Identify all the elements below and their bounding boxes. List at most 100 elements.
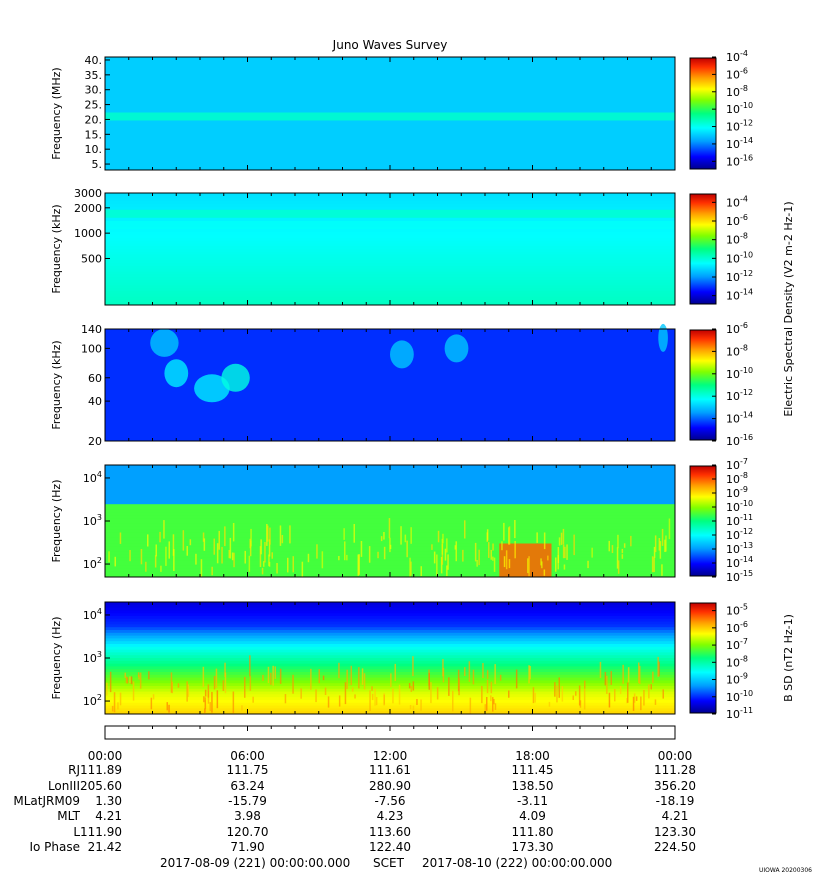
- spectrum-strip: [105, 373, 675, 378]
- spectrum-strip: [105, 621, 675, 625]
- colorbar-tick-label: 10-12: [726, 269, 753, 284]
- noise-streak: [375, 697, 378, 706]
- colorbar: 10-5 10-6 10-7 10-8 10-9 10-10 10-11 B SD (nT2 …: [689, 602, 795, 721]
- colorbar-tick-exponent: -8: [740, 654, 748, 663]
- noise-streak: [145, 561, 147, 572]
- noise-streak: [124, 672, 126, 679]
- noise-streak: [114, 556, 116, 567]
- noise-streak: [249, 676, 252, 691]
- noise-streak: [648, 684, 650, 699]
- noise-streak: [543, 532, 546, 550]
- spectrum-strip: [105, 96, 675, 100]
- noise-streak: [469, 697, 472, 714]
- noise-streak: [216, 690, 219, 709]
- colorbar-tick-label: 10-4: [726, 49, 748, 64]
- noise-streak: [420, 566, 422, 576]
- noise-streak: [228, 550, 230, 559]
- spectrum-strip: [105, 271, 675, 275]
- ephemeris-value: 71.90: [230, 840, 264, 854]
- spectrum-strip: [105, 396, 675, 400]
- spectrum-strip: [105, 279, 675, 284]
- spectrum-strip: [105, 490, 675, 494]
- noise-streak: [173, 549, 175, 571]
- noise-streak: [148, 671, 150, 680]
- noise-streak: [189, 539, 192, 546]
- noise-streak: [307, 553, 310, 563]
- noise-streak: [616, 547, 619, 569]
- noise-streak: [338, 556, 340, 561]
- ephemeris-value: 111.90: [80, 825, 122, 839]
- noise-streak: [279, 525, 282, 546]
- spectrum-strip: [105, 390, 675, 394]
- noise-streak: [129, 676, 131, 683]
- noise-streak: [392, 688, 394, 704]
- noise-streak: [129, 550, 131, 562]
- ephemeris-value: 4.21: [662, 809, 689, 823]
- spectrum-strip: [105, 365, 675, 369]
- noise-streak: [540, 558, 542, 566]
- noise-streak: [505, 550, 508, 570]
- noise-streak: [501, 541, 503, 551]
- y-axis-label: Frequency (MHz): [50, 67, 63, 159]
- spectrum-strip: [105, 371, 675, 375]
- spectrum-strip: [105, 240, 675, 244]
- noise-streak: [621, 548, 624, 554]
- noise-streak: [503, 556, 506, 568]
- spectrum-strip: [105, 147, 675, 151]
- noise-streak: [554, 682, 556, 697]
- time-axis-label: 12:00: [373, 749, 408, 763]
- ephemeris-row-label: LonIII: [48, 779, 80, 793]
- ephemeris-row-label: RJ: [68, 763, 80, 777]
- noise-streak: [409, 705, 412, 710]
- spectrum-strip: [105, 291, 675, 295]
- spectrum-strip: [105, 288, 675, 292]
- noise-streak: [490, 681, 493, 694]
- colorbar-tick-label: 10-5: [726, 603, 748, 618]
- colorbar-tick-label: 10-8: [726, 471, 748, 486]
- noise-streak: [222, 680, 225, 691]
- noise-streak: [541, 561, 543, 569]
- footer-scet-label: SCET: [373, 856, 405, 870]
- spectrum-strip: [105, 249, 675, 253]
- colorbar-tick-label: 10-6: [726, 213, 748, 228]
- noise-streak: [137, 672, 140, 677]
- noise-streak: [281, 535, 284, 544]
- noise-streak: [654, 535, 657, 553]
- noise-streak: [284, 694, 287, 704]
- spectrum-strip: [105, 348, 675, 352]
- noise-streak: [371, 686, 373, 691]
- noise-streak: [476, 560, 478, 567]
- noise-streak: [591, 547, 593, 558]
- noise-streak: [408, 683, 411, 689]
- spectrum-strip: [105, 652, 675, 656]
- noise-streak: [617, 534, 619, 549]
- noise-streak: [261, 567, 264, 575]
- spectrum-strip: [105, 610, 675, 614]
- spectrum-strip: [105, 251, 675, 256]
- spectrum-strip: [105, 207, 675, 211]
- colorbar-label: Electric Spectral Density (V2 m-2 Hz-1): [782, 201, 795, 416]
- noise-streak: [383, 546, 386, 560]
- spectrum-strip: [105, 282, 675, 286]
- noise-streak: [361, 668, 364, 685]
- noise-streak: [532, 687, 535, 704]
- noise-streak: [508, 559, 511, 569]
- ephemeris-value: 111.89: [80, 763, 122, 777]
- colorbar-tick-label: 10-7: [726, 637, 748, 652]
- spectrum-strip: [105, 354, 675, 358]
- ephemeris-value: 111.80: [512, 825, 554, 839]
- time-axis: 00:00 06:00 12:00 18:00 00:00: [88, 725, 692, 763]
- noise-streak: [412, 705, 415, 711]
- time-axis-label: 06:00: [230, 749, 265, 763]
- noise-streak: [650, 684, 652, 690]
- noise-streak: [562, 528, 565, 545]
- noise-streak: [643, 690, 645, 706]
- noise-streak: [587, 560, 589, 569]
- spectrum-strip: [105, 669, 675, 673]
- noise-streak: [244, 550, 246, 564]
- colorbar-tick-exponent: -5: [740, 603, 748, 612]
- spectrum-strip: [105, 680, 675, 684]
- noise-streak: [324, 687, 327, 695]
- colorbar-tick-label: 10-6: [726, 66, 748, 81]
- noise-streak: [267, 525, 269, 542]
